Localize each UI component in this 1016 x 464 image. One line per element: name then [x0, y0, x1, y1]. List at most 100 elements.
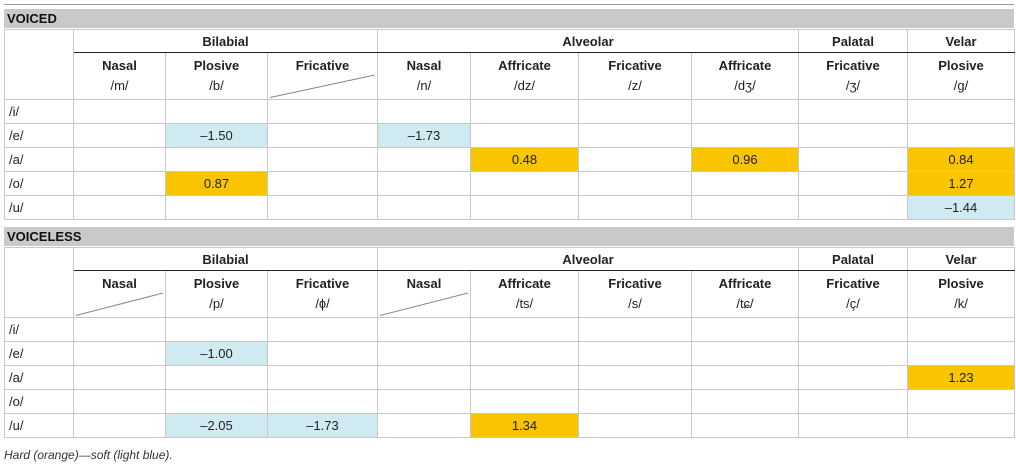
value-cell — [578, 413, 692, 438]
value-cell — [377, 147, 471, 172]
empty-slashed-cell — [267, 72, 378, 100]
value-cell-soft: –1.50 — [165, 123, 268, 148]
value-cell — [578, 341, 692, 366]
value-cell — [578, 171, 692, 196]
value-cell — [470, 195, 579, 220]
ipa-symbol: /ɸ/ — [267, 290, 378, 318]
group-header: Velar — [907, 247, 1015, 271]
top-rule — [4, 4, 1014, 5]
value-cell — [798, 341, 908, 366]
vowel-label: /i/ — [4, 99, 74, 124]
value-cell — [691, 171, 799, 196]
value-cell — [798, 99, 908, 124]
ipa-symbol: /b/ — [165, 72, 268, 100]
value-cell — [73, 195, 166, 220]
value-cell — [470, 365, 579, 390]
value-cell — [691, 341, 799, 366]
manner-header: Nasal — [377, 52, 471, 73]
vowel-label: /o/ — [4, 389, 74, 414]
section-header-voiced: VOICED — [4, 9, 1014, 28]
value-cell-soft: –1.44 — [907, 195, 1015, 220]
ipa-symbol: /dʒ/ — [691, 72, 799, 100]
ipa-symbol: /g/ — [907, 72, 1015, 100]
value-cell — [691, 413, 799, 438]
manner-header: Nasal — [73, 270, 166, 291]
value-cell — [907, 341, 1015, 366]
value-cell — [267, 171, 378, 196]
value-cell — [377, 341, 471, 366]
table-row: /i/ — [4, 99, 1015, 124]
ipa-symbol: /p/ — [165, 290, 268, 318]
value-cell — [267, 317, 378, 342]
value-cell — [73, 413, 166, 438]
vowel-label: /u/ — [4, 413, 74, 438]
value-cell — [798, 123, 908, 148]
empty-slashed-cell — [73, 290, 166, 318]
manner-header: Affricate — [470, 52, 579, 73]
ipa-symbol: /dz/ — [470, 72, 579, 100]
value-cell — [267, 389, 378, 414]
manner-header: Affricate — [691, 52, 799, 73]
value-cell — [578, 123, 692, 148]
value-cell — [470, 99, 579, 124]
corner-cell — [4, 247, 74, 318]
ipa-symbol: /tɕ/ — [691, 290, 799, 318]
ipa-symbol: /z/ — [578, 72, 692, 100]
value-cell-hard: 1.34 — [470, 413, 579, 438]
value-cell — [377, 413, 471, 438]
ipa-symbol: /n/ — [377, 72, 471, 100]
value-cell-soft: –1.00 — [165, 341, 268, 366]
value-cell — [377, 317, 471, 342]
value-cell — [798, 171, 908, 196]
value-cell — [798, 195, 908, 220]
value-cell — [73, 171, 166, 196]
value-cell — [165, 147, 268, 172]
manner-header: Fricative — [578, 52, 692, 73]
value-cell — [691, 317, 799, 342]
value-cell — [377, 195, 471, 220]
value-cell — [798, 389, 908, 414]
value-cell — [73, 389, 166, 414]
value-cell — [267, 195, 378, 220]
value-cell — [798, 413, 908, 438]
value-cell — [470, 341, 579, 366]
manner-header: Plosive — [907, 270, 1015, 291]
ipa-symbol: /ts/ — [470, 290, 579, 318]
manner-header: Plosive — [165, 52, 268, 73]
value-cell — [377, 99, 471, 124]
value-cell — [73, 365, 166, 390]
table-row: /u/ –1.44 — [4, 195, 1015, 220]
value-cell-hard: 0.87 — [165, 171, 268, 196]
ipa-symbol: /m/ — [73, 72, 166, 100]
table-row: /o/ — [4, 389, 1015, 414]
manner-header: Fricative — [798, 52, 908, 73]
ipa-symbol: /k/ — [907, 290, 1015, 318]
group-header: Velar — [907, 29, 1015, 53]
manner-header: Affricate — [470, 270, 579, 291]
manner-header: Plosive — [165, 270, 268, 291]
vowel-label: /e/ — [4, 341, 74, 366]
table-row: /a/ 0.48 0.96 0.84 — [4, 147, 1015, 172]
value-cell — [165, 195, 268, 220]
table-row: /u/ –2.05 –1.73 1.34 — [4, 413, 1015, 438]
value-cell — [798, 147, 908, 172]
voiced-table: Bilabial Alveolar Palatal Velar Nasal Pl… — [4, 29, 1015, 220]
value-cell — [377, 365, 471, 390]
table-row: /i/ — [4, 317, 1015, 342]
value-cell — [691, 123, 799, 148]
value-cell-soft: –1.73 — [377, 123, 471, 148]
value-cell — [578, 317, 692, 342]
value-cell — [165, 317, 268, 342]
value-cell-hard: 1.27 — [907, 171, 1015, 196]
value-cell — [165, 99, 268, 124]
value-cell — [691, 389, 799, 414]
value-cell — [578, 389, 692, 414]
group-header: Bilabial — [73, 29, 378, 53]
vowel-label: /a/ — [4, 147, 74, 172]
value-cell — [377, 389, 471, 414]
value-cell-soft: –2.05 — [165, 413, 268, 438]
empty-slashed-cell — [377, 290, 471, 318]
value-cell — [578, 365, 692, 390]
value-cell — [267, 99, 378, 124]
group-header: Palatal — [798, 29, 908, 53]
